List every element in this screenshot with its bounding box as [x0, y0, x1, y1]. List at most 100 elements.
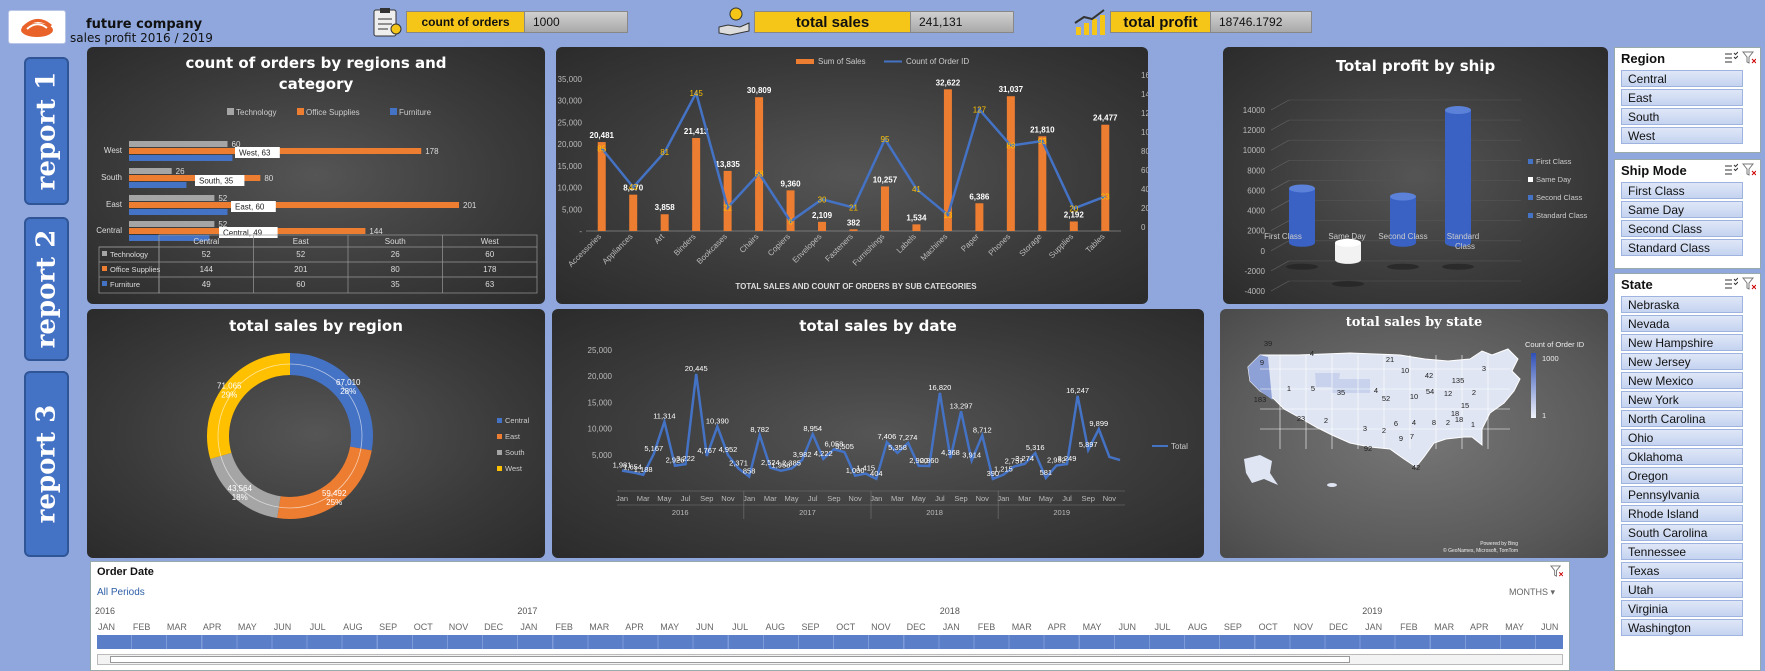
slicer-item[interactable]: Tennessee	[1621, 543, 1743, 560]
slicer-item[interactable]: New Jersey	[1621, 353, 1743, 370]
timeline-year: 2019	[1362, 606, 1383, 616]
data-label: 1,958	[772, 461, 791, 470]
clear-filter-icon[interactable]	[1742, 163, 1756, 176]
chart-title: total sales by region	[229, 317, 403, 335]
slicer-item[interactable]: Nevada	[1621, 315, 1743, 332]
table-header: East	[293, 237, 310, 246]
slicer-item[interactable]: North Carolina	[1621, 410, 1743, 427]
data-label: 1,188	[634, 465, 653, 474]
y2-tick: 80	[1141, 147, 1148, 156]
slicer-item[interactable]: Ohio	[1621, 429, 1743, 446]
slicer-item[interactable]: Second Class	[1621, 220, 1743, 237]
region-slicer: Region Central East South West	[1614, 47, 1761, 153]
x-tick: May	[657, 494, 671, 503]
slicer-item[interactable]: Utah	[1621, 581, 1743, 598]
slicer-item[interactable]: Pennsylvania	[1621, 486, 1743, 503]
slicer-item[interactable]: Texas	[1621, 562, 1743, 579]
y-tick: 30,000	[558, 97, 583, 106]
state-count-label: 1	[1287, 384, 1291, 393]
legend-label: South	[505, 448, 525, 457]
slicer-item[interactable]: Virginia	[1621, 600, 1743, 617]
nav-report-2-button[interactable]: report 2	[24, 217, 69, 361]
slicer-item[interactable]: West	[1621, 127, 1743, 144]
bar	[912, 224, 921, 231]
slicer-item[interactable]: New York	[1621, 391, 1743, 408]
x-tick: Jan	[870, 494, 882, 503]
slicer-item[interactable]: Central	[1621, 70, 1743, 87]
state-count-label: 23	[1297, 414, 1305, 423]
bar	[880, 186, 889, 231]
data-label: 4,368	[941, 448, 960, 457]
slicer-item[interactable]: South Carolina	[1621, 524, 1743, 541]
slicer-item[interactable]: Standard Class	[1621, 239, 1743, 256]
data-label: 144	[369, 227, 383, 236]
scroll-thumb[interactable]	[110, 656, 1350, 663]
x-tick: Nov	[1103, 494, 1117, 503]
slicer-item[interactable]: East	[1621, 89, 1743, 106]
nav-report-3-button[interactable]: report 3	[24, 371, 69, 557]
timeline-month: MAR	[1011, 622, 1032, 632]
slicer-item[interactable]: Nebraska	[1621, 296, 1743, 313]
slicer-item[interactable]: Oregon	[1621, 467, 1743, 484]
multi-select-icon[interactable]	[1724, 51, 1738, 64]
data-label: 3,982	[793, 450, 812, 459]
kpi-total-sales: total sales 241,131	[716, 7, 1014, 36]
line-data-label: 21	[849, 204, 858, 213]
bar	[943, 89, 952, 231]
timeline-level-dropdown[interactable]: MONTHS ▾	[1508, 587, 1555, 597]
data-label: 1,415	[856, 464, 875, 473]
legend-swatch	[1528, 177, 1533, 182]
slicer-item[interactable]: Washington	[1621, 619, 1743, 636]
x-tick: Nov	[848, 494, 862, 503]
line-data-label: 33	[1101, 192, 1110, 201]
slicer-item[interactable]: Oklahoma	[1621, 448, 1743, 465]
data-label: 858	[743, 467, 756, 476]
slicer-item[interactable]: South	[1621, 108, 1743, 125]
data-label: 5,167	[644, 444, 663, 453]
timeline-bar[interactable]	[97, 635, 1563, 649]
clear-filter-icon[interactable]	[1742, 277, 1756, 290]
category-label: Binders	[672, 232, 698, 258]
category-label: Accessories	[566, 232, 603, 269]
slicer-item[interactable]: First Class	[1621, 182, 1743, 199]
slicer-item[interactable]: New Hampshire	[1621, 334, 1743, 351]
multi-select-icon[interactable]	[1724, 277, 1738, 290]
timeline-month: MAY	[237, 622, 257, 632]
table-cell: 52	[296, 250, 305, 259]
nav-report-1-button[interactable]: report 1	[24, 57, 69, 205]
pie-slice	[289, 353, 373, 451]
state-count-label: 135	[1452, 376, 1465, 385]
line-data-label: 30	[818, 195, 827, 204]
chart-title: total sales by date	[799, 317, 957, 335]
clipboard-icon	[373, 8, 402, 37]
chart-title: count of orders by regions and category	[185, 54, 447, 93]
line-data-label: 88	[1006, 142, 1015, 151]
timeline-year: 2016	[95, 606, 116, 616]
bar	[1335, 242, 1361, 260]
slicer-item[interactable]: Same Day	[1621, 201, 1743, 218]
clear-filter-icon[interactable]	[1742, 51, 1756, 64]
slicer-item[interactable]: New Mexico	[1621, 372, 1743, 389]
y-tick: -4000	[1245, 287, 1266, 296]
data-label: 32,622	[936, 78, 961, 87]
timeline-scrollbar[interactable]	[97, 654, 1563, 665]
y2-tick: 0	[1141, 223, 1146, 232]
data-label: 4,767	[697, 446, 716, 455]
data-label: 3,858	[655, 203, 676, 212]
bar	[1289, 188, 1315, 243]
slicer-item[interactable]: Rhode Island	[1621, 505, 1743, 522]
pie-slice	[207, 353, 291, 460]
timeline-month: JUL	[1154, 622, 1171, 632]
multi-select-icon[interactable]	[1724, 163, 1738, 176]
y2-tick: 20	[1141, 204, 1148, 213]
slicer-header: State	[1615, 274, 1760, 294]
y-tick: 0	[1261, 247, 1266, 256]
chart-orders-by-region: count of orders by regions and category …	[87, 47, 545, 304]
y2-tick: 120	[1141, 109, 1148, 118]
clear-filter-icon[interactable]	[1550, 565, 1563, 577]
data-label: 21,413	[684, 127, 709, 136]
bar	[1069, 221, 1078, 231]
y-tick: 14000	[1243, 106, 1266, 115]
category-label: Chairs	[738, 232, 761, 255]
timeline-month: OCT	[413, 622, 433, 632]
